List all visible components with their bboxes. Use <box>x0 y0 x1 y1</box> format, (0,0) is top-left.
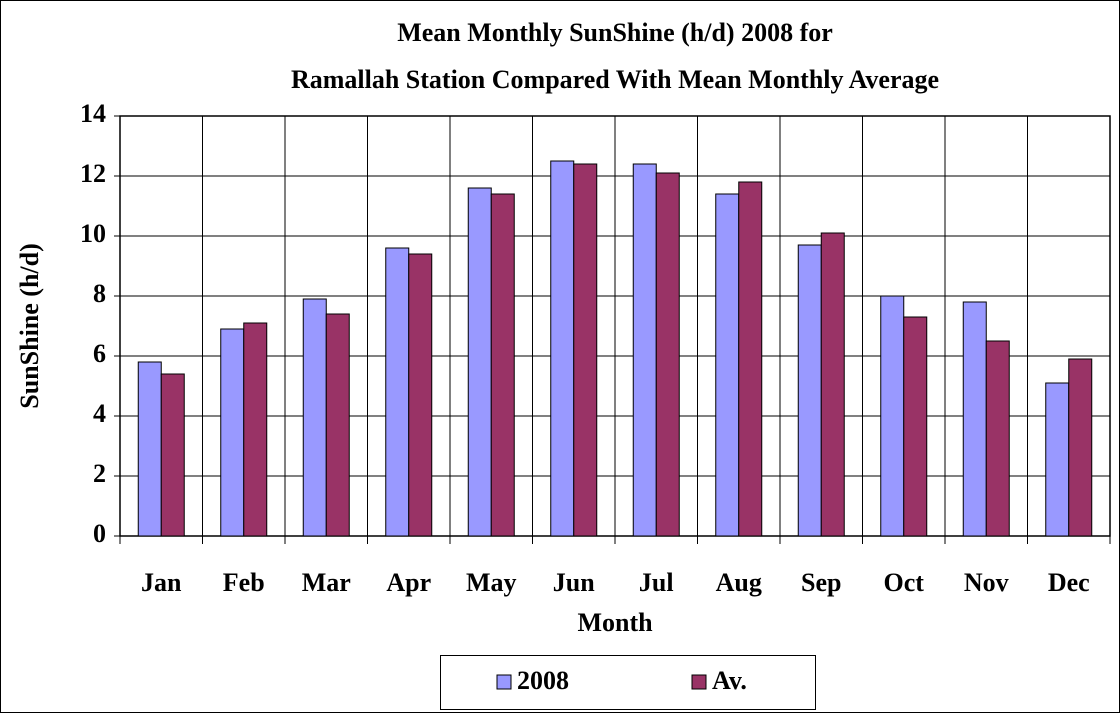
bar <box>903 316 928 537</box>
bar <box>738 181 763 537</box>
bar <box>715 193 740 537</box>
bar <box>573 163 598 537</box>
y-tick-label: 14 <box>80 99 106 128</box>
bar <box>137 361 162 537</box>
x-tick-label: Mar <box>302 568 351 597</box>
bar <box>1045 382 1070 537</box>
y-tick-label: 4 <box>93 399 106 428</box>
legend-swatch <box>691 674 707 690</box>
bar <box>1068 358 1093 537</box>
chart-title: Ramallah Station Compared With Mean Mont… <box>291 65 939 94</box>
x-tick-label: Jun <box>553 568 595 597</box>
bar <box>243 322 268 537</box>
bar <box>325 313 350 537</box>
x-tick-label: Apr <box>386 568 431 597</box>
x-tick-label: Sep <box>801 568 841 597</box>
bar <box>962 301 987 537</box>
bar <box>655 172 680 537</box>
x-tick-label: Dec <box>1048 568 1090 597</box>
x-tick-label: May <box>466 568 517 597</box>
x-tick-label: Feb <box>223 568 265 597</box>
bar <box>220 328 245 537</box>
y-tick-label: 2 <box>93 459 106 488</box>
bar <box>632 163 657 537</box>
y-tick-label: 6 <box>93 339 106 368</box>
bar <box>490 193 515 537</box>
legend-label: Av. <box>712 666 747 695</box>
x-tick-label: Jul <box>639 568 674 597</box>
x-tick-label: Aug <box>716 568 762 597</box>
y-tick-label: 0 <box>93 519 106 548</box>
legend-swatch <box>496 674 512 690</box>
bar <box>797 244 822 537</box>
x-tick-label: Jan <box>141 568 182 597</box>
bar <box>302 298 327 537</box>
y-tick-label: 12 <box>80 159 106 188</box>
y-axis-label: SunShine (h/d) <box>15 243 44 408</box>
y-tick-label: 10 <box>80 219 106 248</box>
plot-border <box>119 115 1111 537</box>
bar <box>820 232 845 537</box>
chart-title: Mean Monthly SunShine (h/d) 2008 for <box>397 18 833 47</box>
bar <box>160 373 185 537</box>
y-tick-label: 8 <box>93 279 106 308</box>
bar <box>880 295 905 537</box>
legend-label: 2008 <box>517 666 569 695</box>
bar <box>550 160 575 537</box>
x-axis-label: Month <box>577 608 653 637</box>
bar <box>467 187 492 537</box>
bar <box>385 247 410 537</box>
x-tick-label: Nov <box>964 568 1009 597</box>
x-tick-label: Oct <box>884 568 925 597</box>
bar <box>985 340 1010 537</box>
bar <box>408 253 433 537</box>
